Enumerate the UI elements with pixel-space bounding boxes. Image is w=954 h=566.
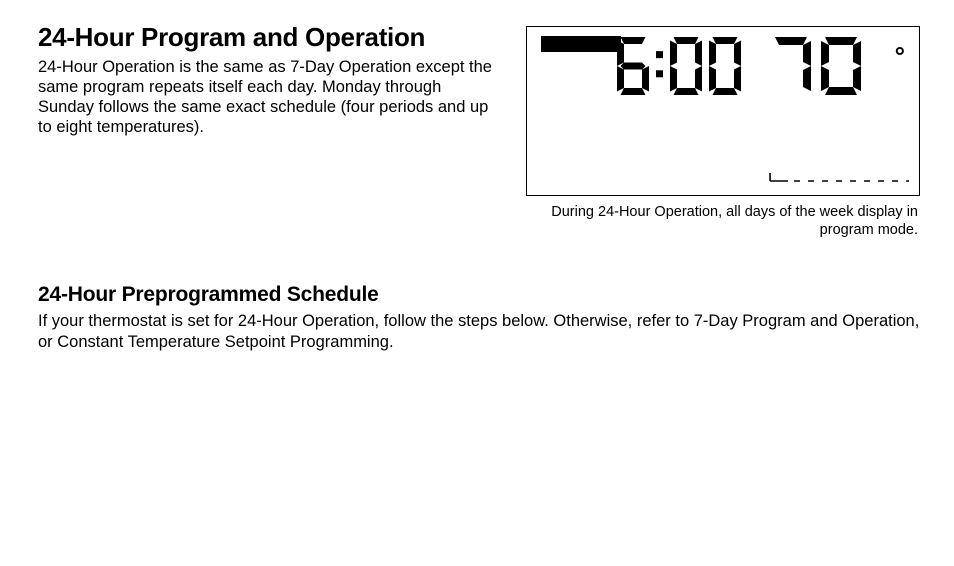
intro-block: 24-Hour Program and Operation 24-Hour Op… — [38, 22, 498, 138]
page-title: 24-Hour Program and Operation — [38, 22, 498, 53]
lcd-time-svg — [615, 32, 785, 102]
lcd-ticks-svg — [527, 169, 919, 193]
lcd-tick-row — [527, 169, 919, 193]
lcd-solid-bar — [541, 36, 621, 52]
schedule-section: 24-Hour Preprogrammed Schedule If your t… — [38, 283, 920, 351]
lcd-panel-wrap: ° During 24-Hour Operation, all days of … — [526, 22, 920, 239]
section-paragraph: If your thermostat is set for 24-Hour Op… — [38, 311, 920, 351]
section-heading: 24-Hour Preprogrammed Schedule — [38, 283, 920, 307]
intro-paragraph: 24-Hour Operation is the same as 7-Day O… — [38, 57, 498, 138]
lcd-caption: During 24-Hour Operation, all days of th… — [526, 204, 918, 239]
lcd-time — [615, 32, 785, 102]
lcd-display: ° — [526, 26, 920, 196]
degree-symbol: ° — [895, 41, 905, 72]
lcd-temp-svg — [769, 32, 889, 102]
lcd-temp — [769, 32, 889, 102]
